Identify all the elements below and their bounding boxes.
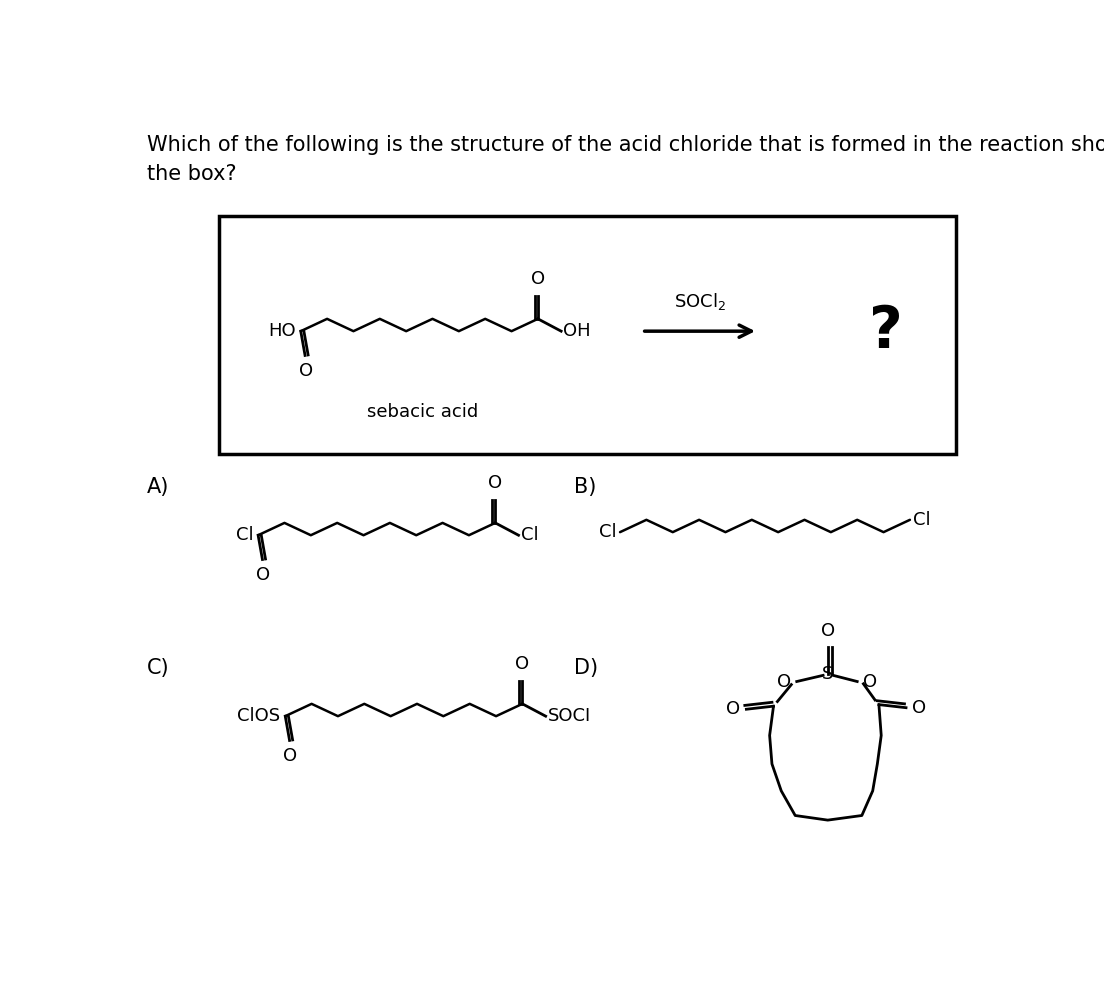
Text: Cl: Cl bbox=[521, 526, 539, 544]
Text: Cl: Cl bbox=[599, 523, 617, 541]
Text: O: O bbox=[531, 270, 545, 288]
Text: O: O bbox=[488, 474, 502, 492]
Text: S: S bbox=[822, 665, 834, 682]
Text: SOCl$_2$: SOCl$_2$ bbox=[673, 291, 726, 311]
Text: Which of the following is the structure of the acid chloride that is formed in t: Which of the following is the structure … bbox=[147, 135, 1104, 155]
Text: O: O bbox=[912, 699, 926, 717]
Text: HO: HO bbox=[268, 323, 296, 340]
Text: A): A) bbox=[147, 478, 170, 498]
Text: ClOS: ClOS bbox=[237, 708, 280, 725]
Text: O: O bbox=[256, 566, 270, 585]
Text: C): C) bbox=[147, 658, 170, 678]
Text: O: O bbox=[777, 673, 792, 691]
Text: O: O bbox=[726, 701, 740, 719]
Text: O: O bbox=[299, 362, 312, 380]
Text: B): B) bbox=[574, 478, 596, 498]
Text: O: O bbox=[284, 747, 297, 765]
Text: D): D) bbox=[574, 658, 597, 678]
Bar bbox=[220, 216, 956, 455]
Text: OH: OH bbox=[563, 323, 591, 340]
Text: SOCI: SOCI bbox=[548, 708, 592, 725]
Text: sebacic acid: sebacic acid bbox=[367, 403, 478, 421]
Text: O: O bbox=[516, 655, 530, 673]
Text: ?: ? bbox=[869, 302, 903, 360]
Text: Cl: Cl bbox=[236, 526, 254, 544]
Text: Cl: Cl bbox=[913, 511, 931, 529]
Text: the box?: the box? bbox=[147, 164, 237, 184]
Text: O: O bbox=[820, 622, 835, 640]
Text: O: O bbox=[862, 673, 877, 691]
